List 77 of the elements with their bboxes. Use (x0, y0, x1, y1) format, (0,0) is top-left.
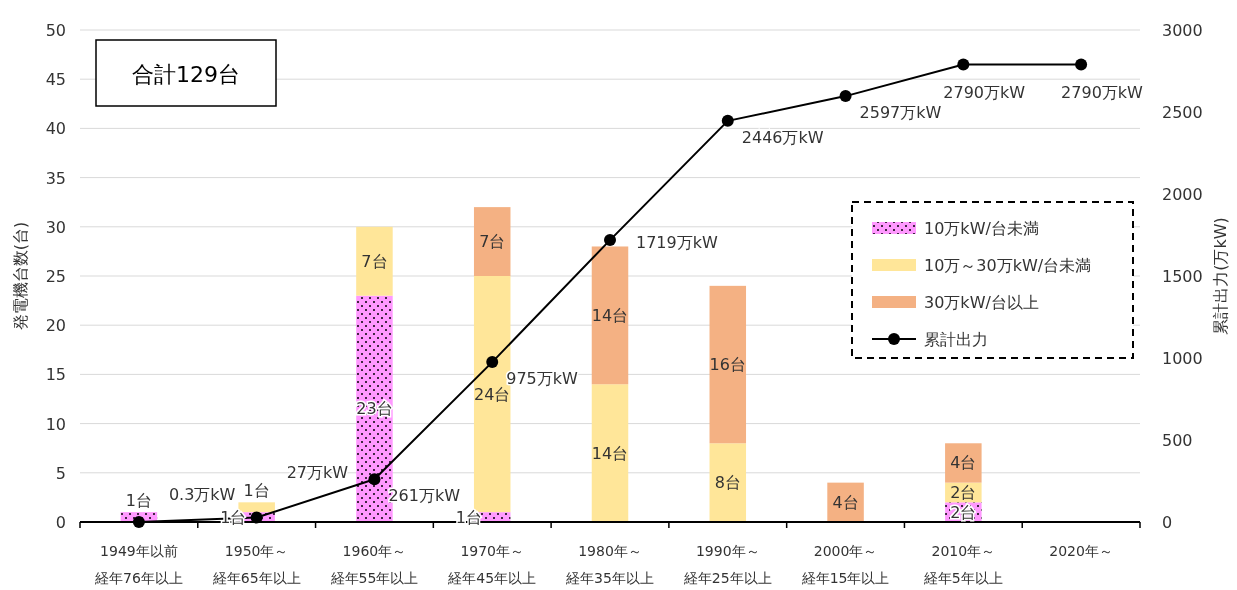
text: 経年15年以上 (800, 570, 890, 586)
bar (945, 443, 982, 483)
point (721, 114, 734, 127)
point (604, 234, 616, 247)
data-label: 7台 (361, 251, 388, 271)
y-tick-label: 20 (45, 316, 66, 336)
data-label: 2790万kW (943, 83, 1026, 103)
data-label: 1台 (125, 490, 152, 510)
point (1075, 58, 1088, 71)
data-label: 16台 (709, 355, 746, 375)
y2-tick-label: 2500 (1162, 103, 1203, 122)
data-label: 1719万kW (636, 233, 718, 253)
text: 経年5年以上 (922, 570, 1003, 586)
data-label: 2台 (950, 482, 977, 502)
point (486, 356, 499, 369)
legend-label: 30万kW/台以上 (924, 293, 1039, 312)
text: 経年45年以上 (447, 570, 537, 586)
x-tick-label: 1980年～ (578, 543, 642, 559)
data-label: 2597万kW (859, 103, 942, 123)
y-tick-label: 30 (45, 217, 66, 237)
data-label: 7台 (479, 232, 506, 252)
y-tick-label: 15 (45, 365, 66, 385)
bar (473, 207, 511, 276)
data-label: 1台 (243, 480, 270, 500)
data-label: 2790万kW (1061, 83, 1144, 103)
bar (591, 246, 629, 385)
x-tick-label: 1990年～ (695, 543, 760, 559)
y2-tick-label: 3000 (1162, 21, 1203, 40)
bar (356, 226, 393, 296)
y2-axis-title: 累計出力(万kW) (1211, 217, 1230, 335)
point (839, 90, 852, 103)
data-label: 14台 (591, 443, 629, 463)
point (957, 58, 970, 71)
y-tick-label: 25 (45, 267, 66, 286)
y2-tick-label: 0 (1162, 513, 1173, 532)
y-tick-label: 40 (45, 119, 66, 139)
legend-label: 累計出力 (924, 330, 988, 349)
legend-label: 10万kW/台未満 (924, 219, 1039, 238)
data-label: 2台 (950, 502, 977, 522)
text: 経年76年以上 (93, 570, 183, 586)
text: 経年35年以上 (565, 570, 654, 586)
y-tick-label: 0 (55, 513, 66, 532)
point (368, 473, 381, 486)
x-tick-label: 1970年～ (460, 543, 525, 559)
data-label: 0.3万kW (168, 484, 236, 504)
y-tick-label: 5 (55, 463, 66, 483)
data-label: 23台 (356, 399, 393, 419)
x-tick-label: 2010年～ (931, 543, 996, 559)
bar (709, 285, 747, 444)
data-label: 27万kW (286, 462, 349, 482)
x-tick-label: 1950年～ (224, 543, 289, 559)
y-tick-label: 45 (45, 70, 66, 90)
legend-label: 10万～30万kW/台未満 (924, 256, 1092, 275)
x-tick-label: 2020年～ (1049, 543, 1113, 559)
data-label: 2446万kW (741, 127, 824, 147)
x-tick-label: 1949年以前 (100, 543, 178, 559)
data-label: 14台 (591, 305, 629, 325)
x-tick-label: 2000年～ (813, 543, 878, 559)
bar (591, 384, 629, 522)
bar (709, 443, 747, 522)
text: 経年65年以上 (211, 570, 301, 586)
data-label: 4台 (832, 492, 859, 512)
y-tick-label: 50 (45, 21, 66, 40)
y-tick-label: 10 (45, 414, 66, 434)
data-label: 4台 (950, 453, 977, 473)
y2-tick-label: 500 (1162, 431, 1193, 450)
text: 経年55年以上 (329, 570, 419, 586)
x-tick-label: 1960年～ (342, 543, 407, 559)
annotation: 合計129台 (132, 62, 240, 87)
data-label: 261万kW (388, 486, 461, 506)
y2-tick-label: 1000 (1162, 349, 1203, 368)
y2-tick-label: 1500 (1162, 267, 1203, 286)
y-tick-label: 35 (45, 168, 66, 188)
data-label: 8台 (714, 473, 741, 493)
y2-tick-label: 2000 (1162, 185, 1203, 204)
text: 経年25年以上 (682, 570, 772, 586)
y-axis-title: 発電機台数(台) (11, 221, 30, 331)
